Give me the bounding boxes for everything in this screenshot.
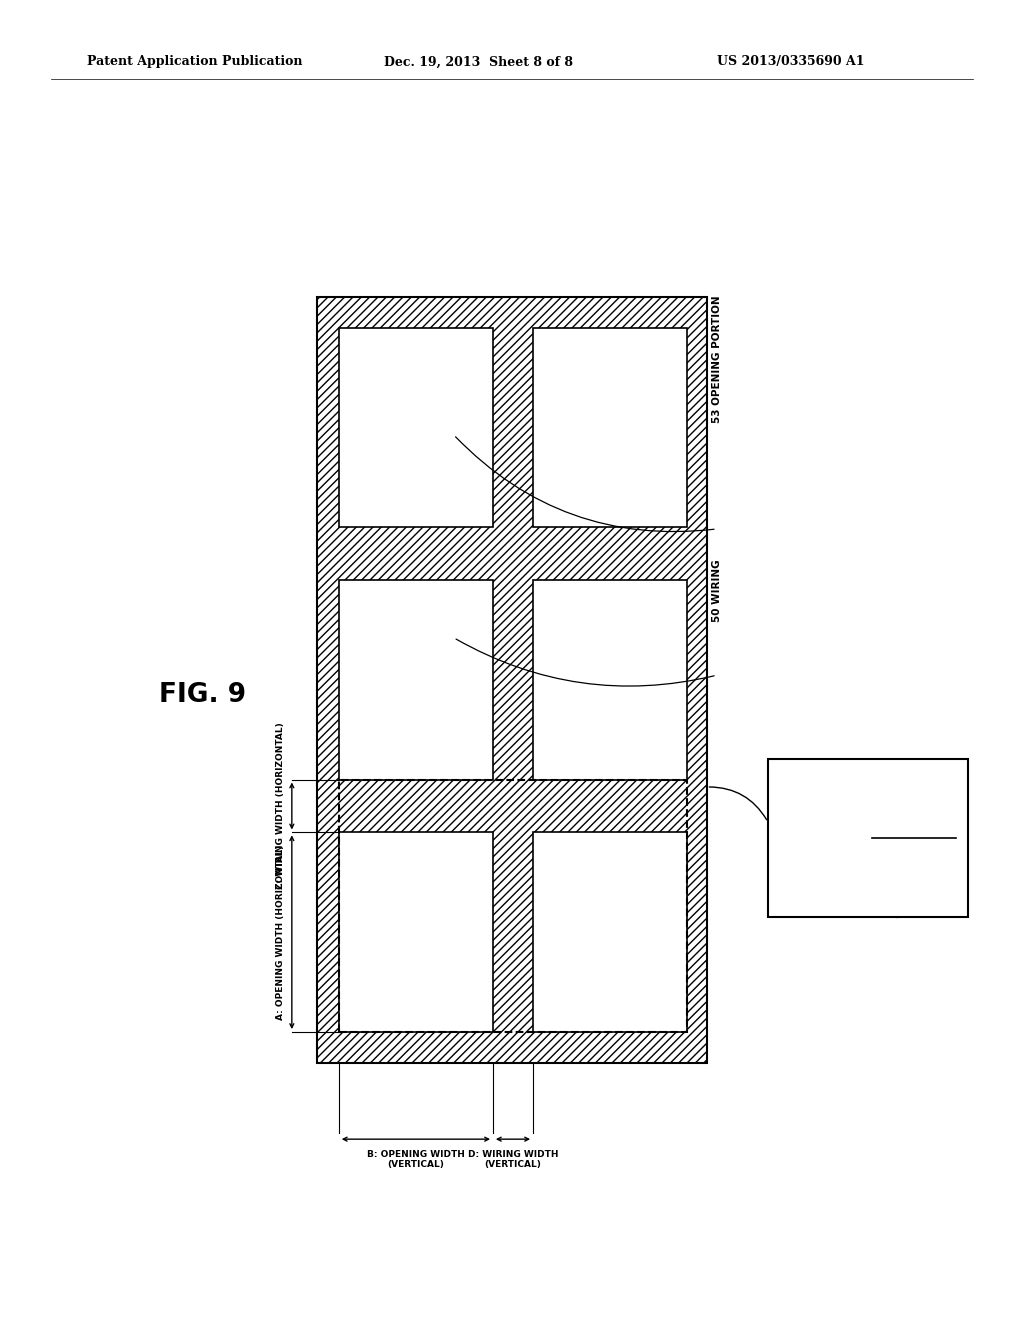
- Bar: [339, 327, 493, 527]
- Bar: [534, 579, 687, 780]
- Text: =: =: [831, 833, 845, 843]
- Text: FIG. 9: FIG. 9: [159, 682, 246, 708]
- Bar: [317, 297, 707, 1063]
- Bar: [768, 759, 968, 917]
- Text: Patent Application Publication: Patent Application Publication: [87, 55, 302, 69]
- Text: C: WIRING WIDTH (HORIZONTAL): C: WIRING WIDTH (HORIZONTAL): [275, 722, 285, 890]
- Text: 53 OPENING PORTION: 53 OPENING PORTION: [712, 296, 722, 424]
- Text: A: OPENING WIDTH (HORIZONTAL): A: OPENING WIDTH (HORIZONTAL): [275, 845, 285, 1020]
- Text: US 2013/0335690 A1: US 2013/0335690 A1: [717, 55, 864, 69]
- Bar: [534, 833, 687, 1032]
- Text: Dec. 19, 2013  Sheet 8 of 8: Dec. 19, 2013 Sheet 8 of 8: [384, 55, 573, 69]
- Text: 50 WIRING: 50 WIRING: [712, 560, 722, 623]
- Bar: [339, 833, 493, 1032]
- Text: OPENING
RATIO: OPENING RATIO: [794, 813, 815, 863]
- Text: (A×B): (A×B): [893, 788, 903, 821]
- Text: D: WIRING WIDTH
(VERTICAL): D: WIRING WIDTH (VERTICAL): [468, 1150, 558, 1170]
- Bar: [339, 780, 687, 1032]
- Text: (A + C) × (B + D): (A + C) × (B + D): [893, 832, 903, 917]
- Bar: [339, 579, 493, 780]
- Text: B: OPENING WIDTH
(VERTICAL): B: OPENING WIDTH (VERTICAL): [367, 1150, 465, 1170]
- Bar: [534, 327, 687, 527]
